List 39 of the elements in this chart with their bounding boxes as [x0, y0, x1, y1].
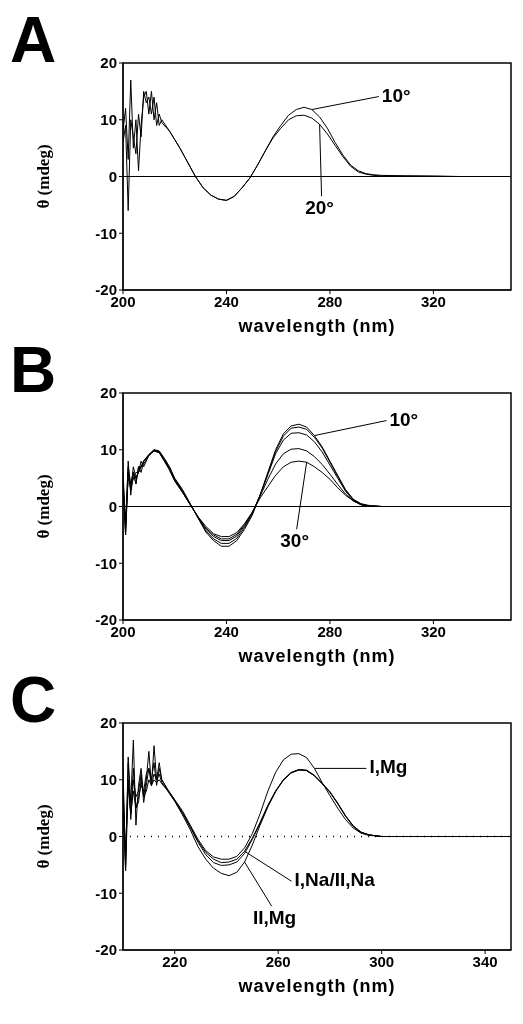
annotation: 20° [305, 197, 334, 219]
y-tick-label: 10 [100, 771, 117, 789]
x-tick-label: 240 [213, 622, 239, 640]
y-tick-label: -10 [95, 224, 117, 242]
y-tick-label: 0 [108, 497, 117, 515]
y-tick-label: -20 [95, 941, 117, 959]
x-tick-label: 240 [213, 292, 239, 310]
chart-title: A [10, 4, 57, 76]
annotation: 30° [280, 530, 310, 552]
annotation: II,Mg [252, 907, 297, 929]
annotation: I,Mg [369, 756, 408, 778]
y-axis-title: θ (mdeg) [34, 144, 53, 209]
x-tick-label: 280 [317, 292, 343, 310]
x-axis-title: wavelength (nm) [237, 646, 396, 666]
x-tick-label: 280 [317, 622, 343, 640]
y-tick-label: 20 [100, 54, 117, 72]
annotation: 10° [381, 84, 411, 106]
annotation: 10° [389, 408, 419, 430]
x-tick-label: 220 [162, 952, 188, 970]
chart-title: B [10, 334, 57, 406]
x-tick-label: 260 [265, 952, 291, 970]
chart-title: C [10, 664, 57, 736]
x-tick-label: 320 [420, 292, 446, 310]
x-tick-label: 340 [472, 952, 498, 970]
y-tick-label: 20 [100, 714, 117, 732]
y-axis-title: θ (mdeg) [34, 474, 53, 539]
x-axis-title: wavelength (nm) [237, 976, 396, 996]
y-tick-label: -10 [95, 884, 117, 902]
y-tick-label: 10 [100, 441, 117, 459]
x-tick-label: 320 [420, 622, 446, 640]
annotation: I,Na/II,Na [294, 869, 376, 891]
x-tick-label: 300 [369, 952, 395, 970]
y-tick-label: 0 [108, 167, 117, 185]
y-tick-label: 20 [100, 384, 117, 402]
y-tick-label: -10 [95, 554, 117, 572]
x-axis-title: wavelength (nm) [237, 316, 396, 336]
y-tick-label: 10 [100, 111, 117, 129]
y-tick-label: 0 [108, 827, 117, 845]
y-axis-title: θ (mdeg) [34, 804, 53, 869]
